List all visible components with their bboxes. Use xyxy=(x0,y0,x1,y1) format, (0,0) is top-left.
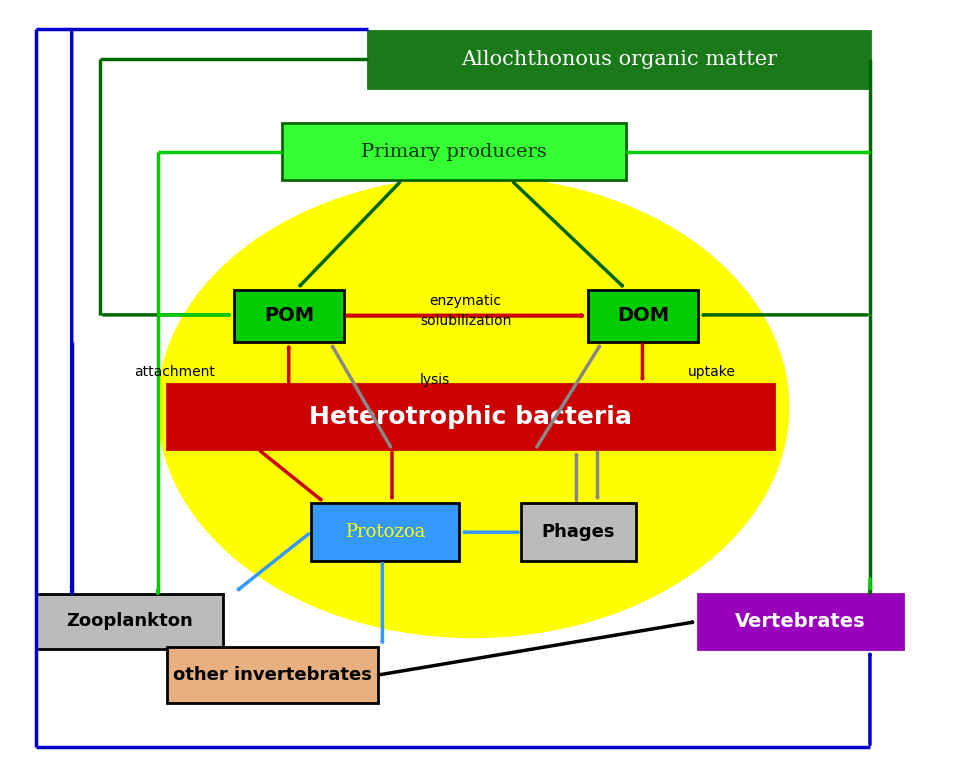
Text: Phages: Phages xyxy=(542,523,615,541)
Text: Protozoa: Protozoa xyxy=(344,523,425,541)
FancyBboxPatch shape xyxy=(167,647,378,703)
Text: lysis: lysis xyxy=(420,373,450,387)
Text: other invertebrates: other invertebrates xyxy=(173,666,372,684)
Ellipse shape xyxy=(158,177,789,637)
FancyBboxPatch shape xyxy=(167,384,774,449)
Text: DOM: DOM xyxy=(617,306,669,325)
Text: attachment: attachment xyxy=(134,366,215,379)
Text: Heterotrophic bacteria: Heterotrophic bacteria xyxy=(310,405,632,429)
FancyBboxPatch shape xyxy=(521,503,636,561)
FancyBboxPatch shape xyxy=(234,290,344,342)
FancyBboxPatch shape xyxy=(36,594,223,649)
FancyBboxPatch shape xyxy=(588,290,698,342)
Text: enzymatic: enzymatic xyxy=(429,294,502,308)
Text: POM: POM xyxy=(264,306,315,325)
FancyBboxPatch shape xyxy=(698,594,903,649)
FancyBboxPatch shape xyxy=(282,123,626,180)
Text: Primary producers: Primary producers xyxy=(361,143,547,161)
Text: Allochthonous organic matter: Allochthonous organic matter xyxy=(461,50,777,69)
FancyBboxPatch shape xyxy=(311,503,459,561)
Text: Zooplankton: Zooplankton xyxy=(66,612,193,631)
Text: uptake: uptake xyxy=(688,366,736,379)
Text: Vertebrates: Vertebrates xyxy=(735,612,866,631)
Text: solubilization: solubilization xyxy=(420,314,511,328)
FancyBboxPatch shape xyxy=(368,31,870,88)
